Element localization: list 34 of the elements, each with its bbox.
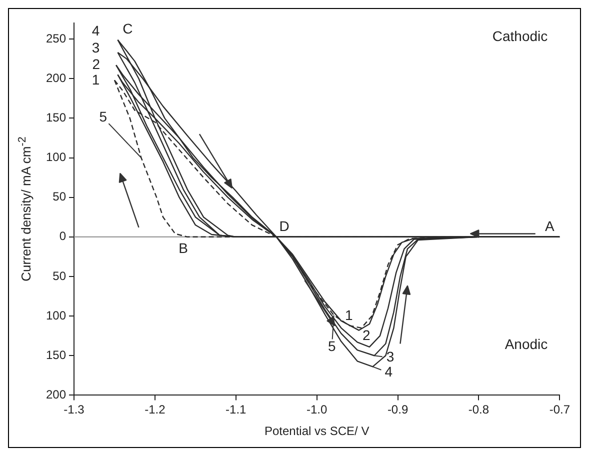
y-tick-label: 150 — [46, 348, 66, 362]
annotation: B — [178, 240, 188, 256]
annotation: 2 — [362, 326, 371, 343]
annotation: 4 — [384, 364, 393, 380]
y-tick-label: 250 — [46, 31, 66, 46]
annotation: 5 — [99, 108, 108, 125]
x-tick-label: -0.9 — [387, 402, 408, 417]
annotation: Anodic — [504, 336, 548, 352]
y-tick-label: 0 — [59, 229, 66, 244]
x-tick-label: -0.8 — [468, 402, 490, 417]
annotation: D — [279, 218, 290, 234]
x-tick-label: -1.3 — [64, 402, 85, 417]
x-tick-label: -1.1 — [226, 402, 247, 417]
y-tick-label: 200 — [46, 388, 66, 402]
annotation: 3 — [92, 39, 100, 56]
y-tick-label: 150 — [46, 110, 66, 124]
annotation: 1 — [92, 72, 100, 88]
y-tick-label: 200 — [46, 70, 66, 85]
y-tick-label: 50 — [52, 268, 66, 283]
annotation: C — [122, 20, 133, 37]
annotation: 2 — [92, 56, 100, 72]
annotation: A — [544, 218, 555, 234]
y-tick-label: 50 — [52, 190, 66, 204]
x-tick-label: -1.0 — [306, 402, 328, 417]
x-tick-label: -1.2 — [144, 402, 166, 417]
annotation: 5 — [328, 338, 336, 354]
y-tick-label: 100 — [46, 150, 66, 164]
annotation: 4 — [92, 22, 100, 39]
annotation: 3 — [386, 348, 394, 364]
x-axis-title: Potential vs SCE/ V — [264, 424, 370, 438]
x-tick-label: -0.7 — [549, 402, 570, 417]
annotation: 1 — [345, 307, 354, 324]
annotation: Cathodic — [492, 28, 548, 44]
y-tick-label: 100 — [46, 308, 66, 322]
